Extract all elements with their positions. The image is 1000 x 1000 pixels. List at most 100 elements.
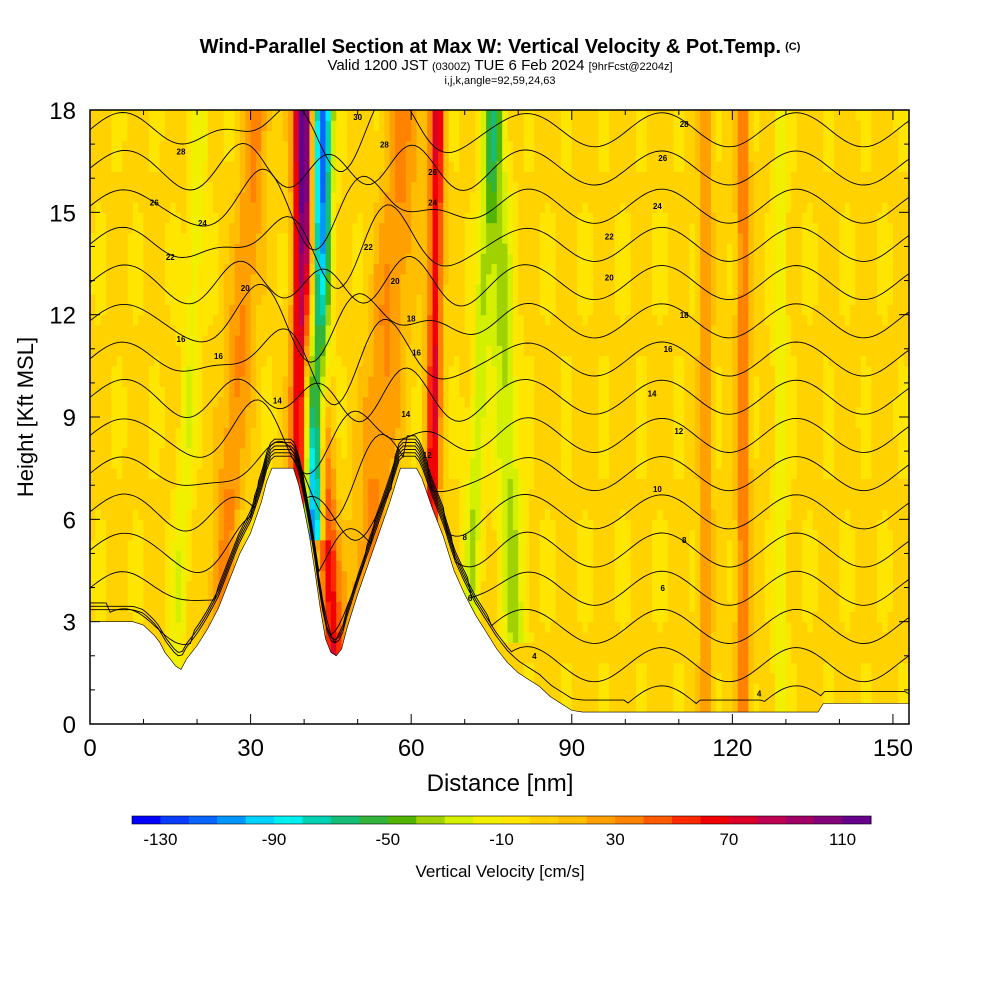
- velocity-cell: [528, 263, 535, 275]
- velocity-cell: [143, 120, 150, 132]
- velocity-cell: [218, 253, 225, 265]
- velocity-cell: [416, 161, 423, 172]
- velocity-cell: [186, 437, 193, 449]
- velocity-cell: [405, 406, 412, 418]
- velocity-cell: [143, 427, 150, 439]
- velocity-cell: [427, 457, 434, 469]
- velocity-cell: [213, 539, 220, 551]
- velocity-cell: [459, 120, 466, 132]
- velocity-cell: [341, 406, 348, 418]
- velocity-cell: [282, 161, 289, 172]
- velocity-cell: [496, 110, 503, 121]
- velocity-cell: [159, 529, 166, 541]
- velocity-cell: [507, 283, 514, 295]
- velocity-cell: [261, 273, 268, 285]
- velocity-cell: [143, 437, 150, 449]
- velocity-cell: [106, 519, 113, 531]
- velocity-cell: [459, 580, 466, 592]
- velocity-cell: [100, 273, 107, 285]
- velocity-cell: [90, 550, 96, 561]
- velocity-cell: [309, 243, 316, 254]
- velocity-cell: [368, 498, 375, 510]
- velocity-cell: [229, 396, 236, 408]
- velocity-cell: [368, 457, 375, 469]
- velocity-cell: [127, 355, 134, 367]
- velocity-cell: [507, 550, 514, 561]
- velocity-cell: [122, 222, 129, 234]
- velocity-cell: [475, 232, 482, 244]
- velocity-cell: [218, 283, 225, 295]
- velocity-cell: [90, 345, 96, 357]
- velocity-cell: [202, 376, 209, 387]
- velocity-cell: [352, 140, 359, 152]
- velocity-cell: [427, 130, 434, 142]
- velocity-cell: [336, 171, 343, 183]
- velocity-cell: [502, 396, 509, 408]
- velocity-cell: [106, 304, 113, 316]
- velocity-cell: [336, 457, 343, 469]
- velocity-cell: [266, 437, 273, 449]
- velocity-cell: [518, 294, 525, 306]
- velocity-cell: [330, 140, 337, 152]
- velocity-cell: [491, 232, 498, 244]
- velocity-cell: [341, 396, 348, 408]
- velocity-cell: [170, 386, 177, 398]
- velocity-cell: [502, 140, 509, 152]
- velocity-cell: [320, 140, 327, 152]
- velocity-cell: [186, 447, 193, 459]
- velocity-cell: [512, 263, 519, 275]
- velocity-cell: [330, 539, 337, 551]
- velocity-cell: [175, 560, 182, 572]
- velocity-cell: [170, 457, 177, 469]
- velocity-cell: [496, 202, 503, 213]
- velocity-cell: [100, 335, 107, 346]
- velocity-cell: [368, 120, 375, 132]
- velocity-cell: [207, 345, 214, 357]
- velocity-cell: [191, 345, 198, 357]
- velocity-cell: [470, 365, 477, 377]
- velocity-cell: [127, 611, 134, 623]
- velocity-cell: [432, 120, 439, 132]
- velocity-cell: [405, 212, 412, 224]
- velocity-cell: [170, 304, 177, 316]
- velocity-cell: [191, 150, 198, 162]
- velocity-cell: [330, 509, 337, 520]
- velocity-cell: [416, 355, 423, 367]
- velocity-cell: [266, 263, 273, 275]
- velocity-cell: [261, 406, 268, 418]
- velocity-cell: [138, 345, 145, 357]
- velocity-cell: [202, 140, 209, 152]
- velocity-cell: [373, 294, 380, 306]
- velocity-cell: [255, 232, 262, 244]
- velocity-cell: [127, 468, 134, 479]
- velocity-cell: [470, 191, 477, 203]
- velocity-cell: [389, 222, 396, 234]
- velocity-cell: [341, 314, 348, 326]
- velocity-cell: [486, 263, 493, 275]
- velocity-cell: [421, 212, 428, 224]
- velocity-cell: [191, 611, 198, 623]
- velocity-cell: [389, 437, 396, 449]
- velocity-cell: [486, 427, 493, 439]
- velocity-cell: [528, 560, 535, 572]
- velocity-cell: [266, 427, 273, 439]
- velocity-cell: [405, 253, 412, 265]
- velocity-cell: [314, 457, 321, 469]
- velocity-cell: [148, 611, 155, 623]
- velocity-cell: [373, 253, 380, 265]
- velocity-cell: [116, 335, 123, 346]
- velocity-cell: [379, 488, 386, 500]
- velocity-cell: [111, 222, 118, 234]
- velocity-cell: [138, 253, 145, 265]
- velocity-cell: [181, 498, 187, 510]
- velocity-cell: [411, 294, 418, 306]
- velocity-cell: [197, 509, 204, 520]
- velocity-cell: [288, 406, 295, 418]
- velocity-cell: [389, 253, 396, 265]
- velocity-cell: [405, 457, 412, 469]
- velocity-cell: [288, 191, 295, 203]
- velocity-cell: [138, 120, 145, 132]
- velocity-cell: [512, 509, 519, 520]
- velocity-cell: [379, 283, 386, 295]
- velocity-cell: [363, 529, 369, 541]
